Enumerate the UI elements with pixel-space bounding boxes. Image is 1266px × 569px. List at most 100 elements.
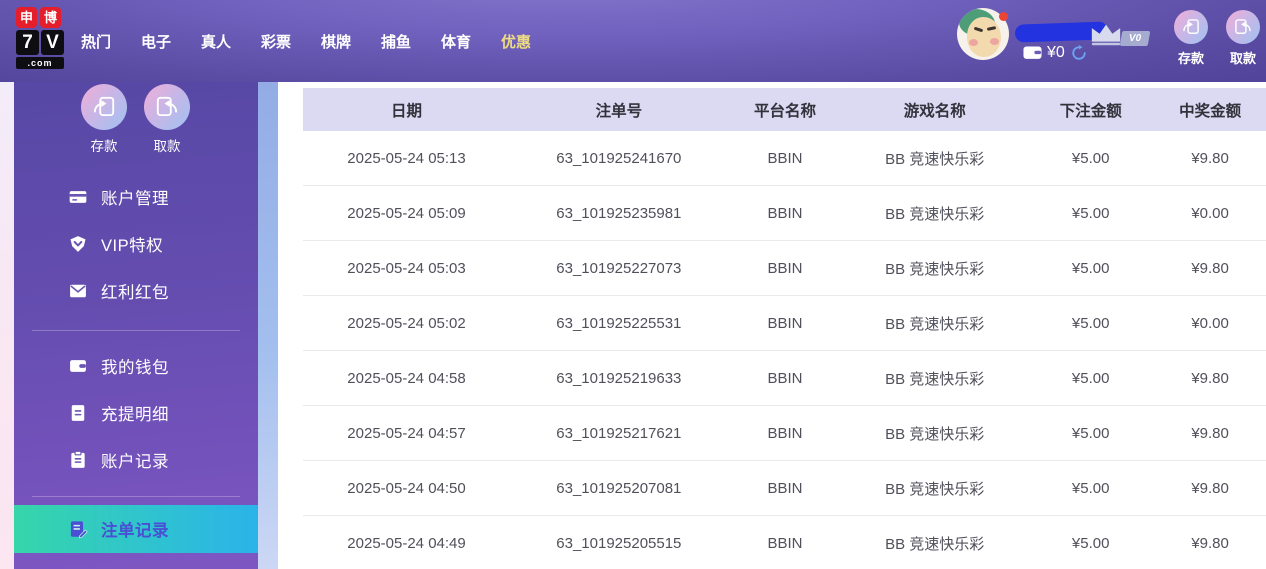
table-row: 2025-05-24 04:58 63_101925219633 BBIN BB 竞速… xyxy=(303,351,1266,406)
sidebar-withdraw-button[interactable]: 取款 xyxy=(144,84,190,155)
avatar-face xyxy=(967,17,1001,57)
sidebar-item-account-records[interactable]: 账户记录 xyxy=(14,436,258,483)
wallet-icon xyxy=(68,356,88,376)
sidebar-edge-decoration xyxy=(258,82,278,569)
table-cell: ¥5.00 xyxy=(1071,479,1110,497)
table-cell: ¥9.80 xyxy=(1191,259,1229,277)
vip-crown-icon xyxy=(1089,21,1123,48)
table-cell: 2025-05-24 05:09 xyxy=(347,204,466,222)
column-header-1: 日期 xyxy=(391,102,423,120)
table-cell: 63_101925235981 xyxy=(556,204,682,222)
column-header-5: 下注金额 xyxy=(1059,102,1122,120)
table-cell: BB 竞速快乐彩 xyxy=(885,425,985,443)
column-header-2: 注单号 xyxy=(595,102,643,120)
red-packet-icon xyxy=(68,281,88,301)
bet-record-icon xyxy=(68,519,88,539)
sidebar: 存款 取款 账户管理 VIP特权红利红包我的钱包充提明细账户记录注单记录 xyxy=(14,82,258,569)
table-row: 2025-05-24 04:49 63_101925205515 BBIN BB 竞速… xyxy=(303,516,1266,569)
table-cell: ¥9.80 xyxy=(1191,424,1229,442)
avatar-cheek xyxy=(969,39,978,46)
nav-item-4[interactable]: 彩票 xyxy=(260,33,291,51)
sidebar-item-label: 充提明细 xyxy=(101,405,169,424)
table-cell: ¥9.80 xyxy=(1191,479,1229,497)
table-cell: ¥5.00 xyxy=(1071,424,1110,442)
sidebar-item-label: 红利红包 xyxy=(101,283,169,302)
nav-item-2[interactable]: 电子 xyxy=(140,33,171,51)
table-cell: BBIN xyxy=(767,534,803,552)
table-cell: 63_101925227073 xyxy=(556,259,682,277)
nav-item-3[interactable]: 真人 xyxy=(200,33,231,51)
table-cell: 2025-05-24 04:49 xyxy=(347,534,466,552)
bet-records-panel: 日期 注单号 平台名称 游戏名称 下注金额 中奖金额 2025-05-24 05:13 63… xyxy=(303,88,1266,569)
table-cell: BB 竞速快乐彩 xyxy=(885,315,985,333)
table-cell: ¥0.00 xyxy=(1191,314,1229,332)
wallet-icon xyxy=(1023,46,1042,60)
bank-card-icon xyxy=(68,187,88,207)
avatar-cheek xyxy=(990,38,999,45)
nav-item-6[interactable]: 捕鱼 xyxy=(380,33,411,51)
table-cell: ¥9.80 xyxy=(1191,369,1229,387)
column-header-3: 平台名称 xyxy=(753,102,816,120)
brand-tld: .com xyxy=(16,57,64,69)
nav-item-5[interactable]: 棋牌 xyxy=(320,33,351,51)
sidebar-item-label: 注单记录 xyxy=(101,522,169,540)
sidebar-item-bet-records[interactable]: 注单记录 xyxy=(14,505,258,553)
table-cell: ¥5.00 xyxy=(1071,149,1110,167)
refresh-balance-icon[interactable] xyxy=(1071,45,1087,61)
left-edge-decoration xyxy=(0,82,14,569)
column-header-4: 游戏名称 xyxy=(903,102,966,120)
deposit-label: 存款 xyxy=(1177,51,1204,66)
table-row: 2025-05-24 05:09 63_101925235981 BBIN BB 竞速… xyxy=(303,186,1266,241)
sidebar-deposit-button[interactable]: 存款 xyxy=(81,84,127,155)
withdraw-icon xyxy=(1226,10,1260,44)
nav-item-1[interactable]: 热门 xyxy=(80,33,111,51)
table-row: 2025-05-24 04:57 63_101925217621 BBIN BB 竞速… xyxy=(303,406,1266,461)
sidebar-item-account-management[interactable]: 账户管理 xyxy=(14,173,258,220)
table-cell: 2025-05-24 05:13 xyxy=(347,149,466,167)
sidebar-withdraw-label: 取款 xyxy=(153,139,181,154)
table-header: 日期 注单号 平台名称 游戏名称 下注金额 中奖金额 xyxy=(303,88,1266,131)
sidebar-item-bonus-red-packet[interactable]: 红利红包 xyxy=(14,267,258,314)
table-cell: 2025-05-24 04:57 xyxy=(347,424,466,442)
table-row: 2025-05-24 05:03 63_101925227073 BBIN BB 竞速… xyxy=(303,241,1266,296)
table-cell: ¥5.00 xyxy=(1071,369,1110,387)
sidebar-item-label: VIP特权 xyxy=(101,236,164,255)
table-cell: ¥5.00 xyxy=(1071,204,1110,222)
table-cell: BBIN xyxy=(767,149,803,167)
brand-name-v: V xyxy=(41,30,64,55)
table-cell: BB 竞速快乐彩 xyxy=(885,535,985,553)
brand-name: 7 V xyxy=(16,30,64,55)
table-cell: BBIN xyxy=(767,259,803,277)
deposit-button[interactable]: 存款 xyxy=(1171,10,1211,67)
column-header-6: 中奖金额 xyxy=(1179,102,1242,120)
deposit-icon xyxy=(81,84,127,130)
table-cell: ¥9.80 xyxy=(1191,534,1229,552)
table-cell: 63_101925205515 xyxy=(556,534,682,552)
table-cell: 2025-05-24 04:50 xyxy=(347,479,466,497)
table-row: 2025-05-24 05:13 63_101925241670 BBIN BB 竞速… xyxy=(303,131,1266,186)
sidebar-item-label: 账户记录 xyxy=(101,452,169,471)
table-cell: 63_101925225531 xyxy=(556,314,682,332)
nav-item-8[interactable]: 优惠 xyxy=(500,33,531,51)
table-cell: BB 竞速快乐彩 xyxy=(885,370,985,388)
table-cell: BBIN xyxy=(767,369,803,387)
table-cell: BB 竞速快乐彩 xyxy=(885,480,985,498)
top-bar: 申 博 7 V .com 热门 电子 真人 彩票 棋牌 捕鱼 体育 优惠 V0 xyxy=(0,0,1266,82)
nav-item-7[interactable]: 体育 xyxy=(440,33,471,51)
notification-dot xyxy=(999,12,1008,21)
table-cell: 63_101925207081 xyxy=(556,479,682,497)
table-cell: BBIN xyxy=(767,479,803,497)
brand-badge-bo: 博 xyxy=(40,7,61,28)
sidebar-item-deposit-withdraw-details[interactable]: 充提明细 xyxy=(14,389,258,436)
withdraw-label: 取款 xyxy=(1229,51,1256,66)
table-cell: 2025-05-24 05:02 xyxy=(347,314,466,332)
table-cell: ¥9.80 xyxy=(1191,149,1229,167)
sidebar-item-vip-privileges[interactable]: VIP特权 xyxy=(14,220,258,267)
brand-logo[interactable]: 申 博 7 V .com xyxy=(16,7,64,69)
table-cell: ¥0.00 xyxy=(1191,204,1229,222)
nav-menu: 热门 电子 真人 彩票 棋牌 捕鱼 体育 优惠 xyxy=(66,0,546,82)
table-cell: ¥5.00 xyxy=(1071,534,1110,552)
sidebar-item-my-wallet[interactable]: 我的钱包 xyxy=(14,342,258,389)
withdraw-button[interactable]: 取款 xyxy=(1223,10,1263,67)
